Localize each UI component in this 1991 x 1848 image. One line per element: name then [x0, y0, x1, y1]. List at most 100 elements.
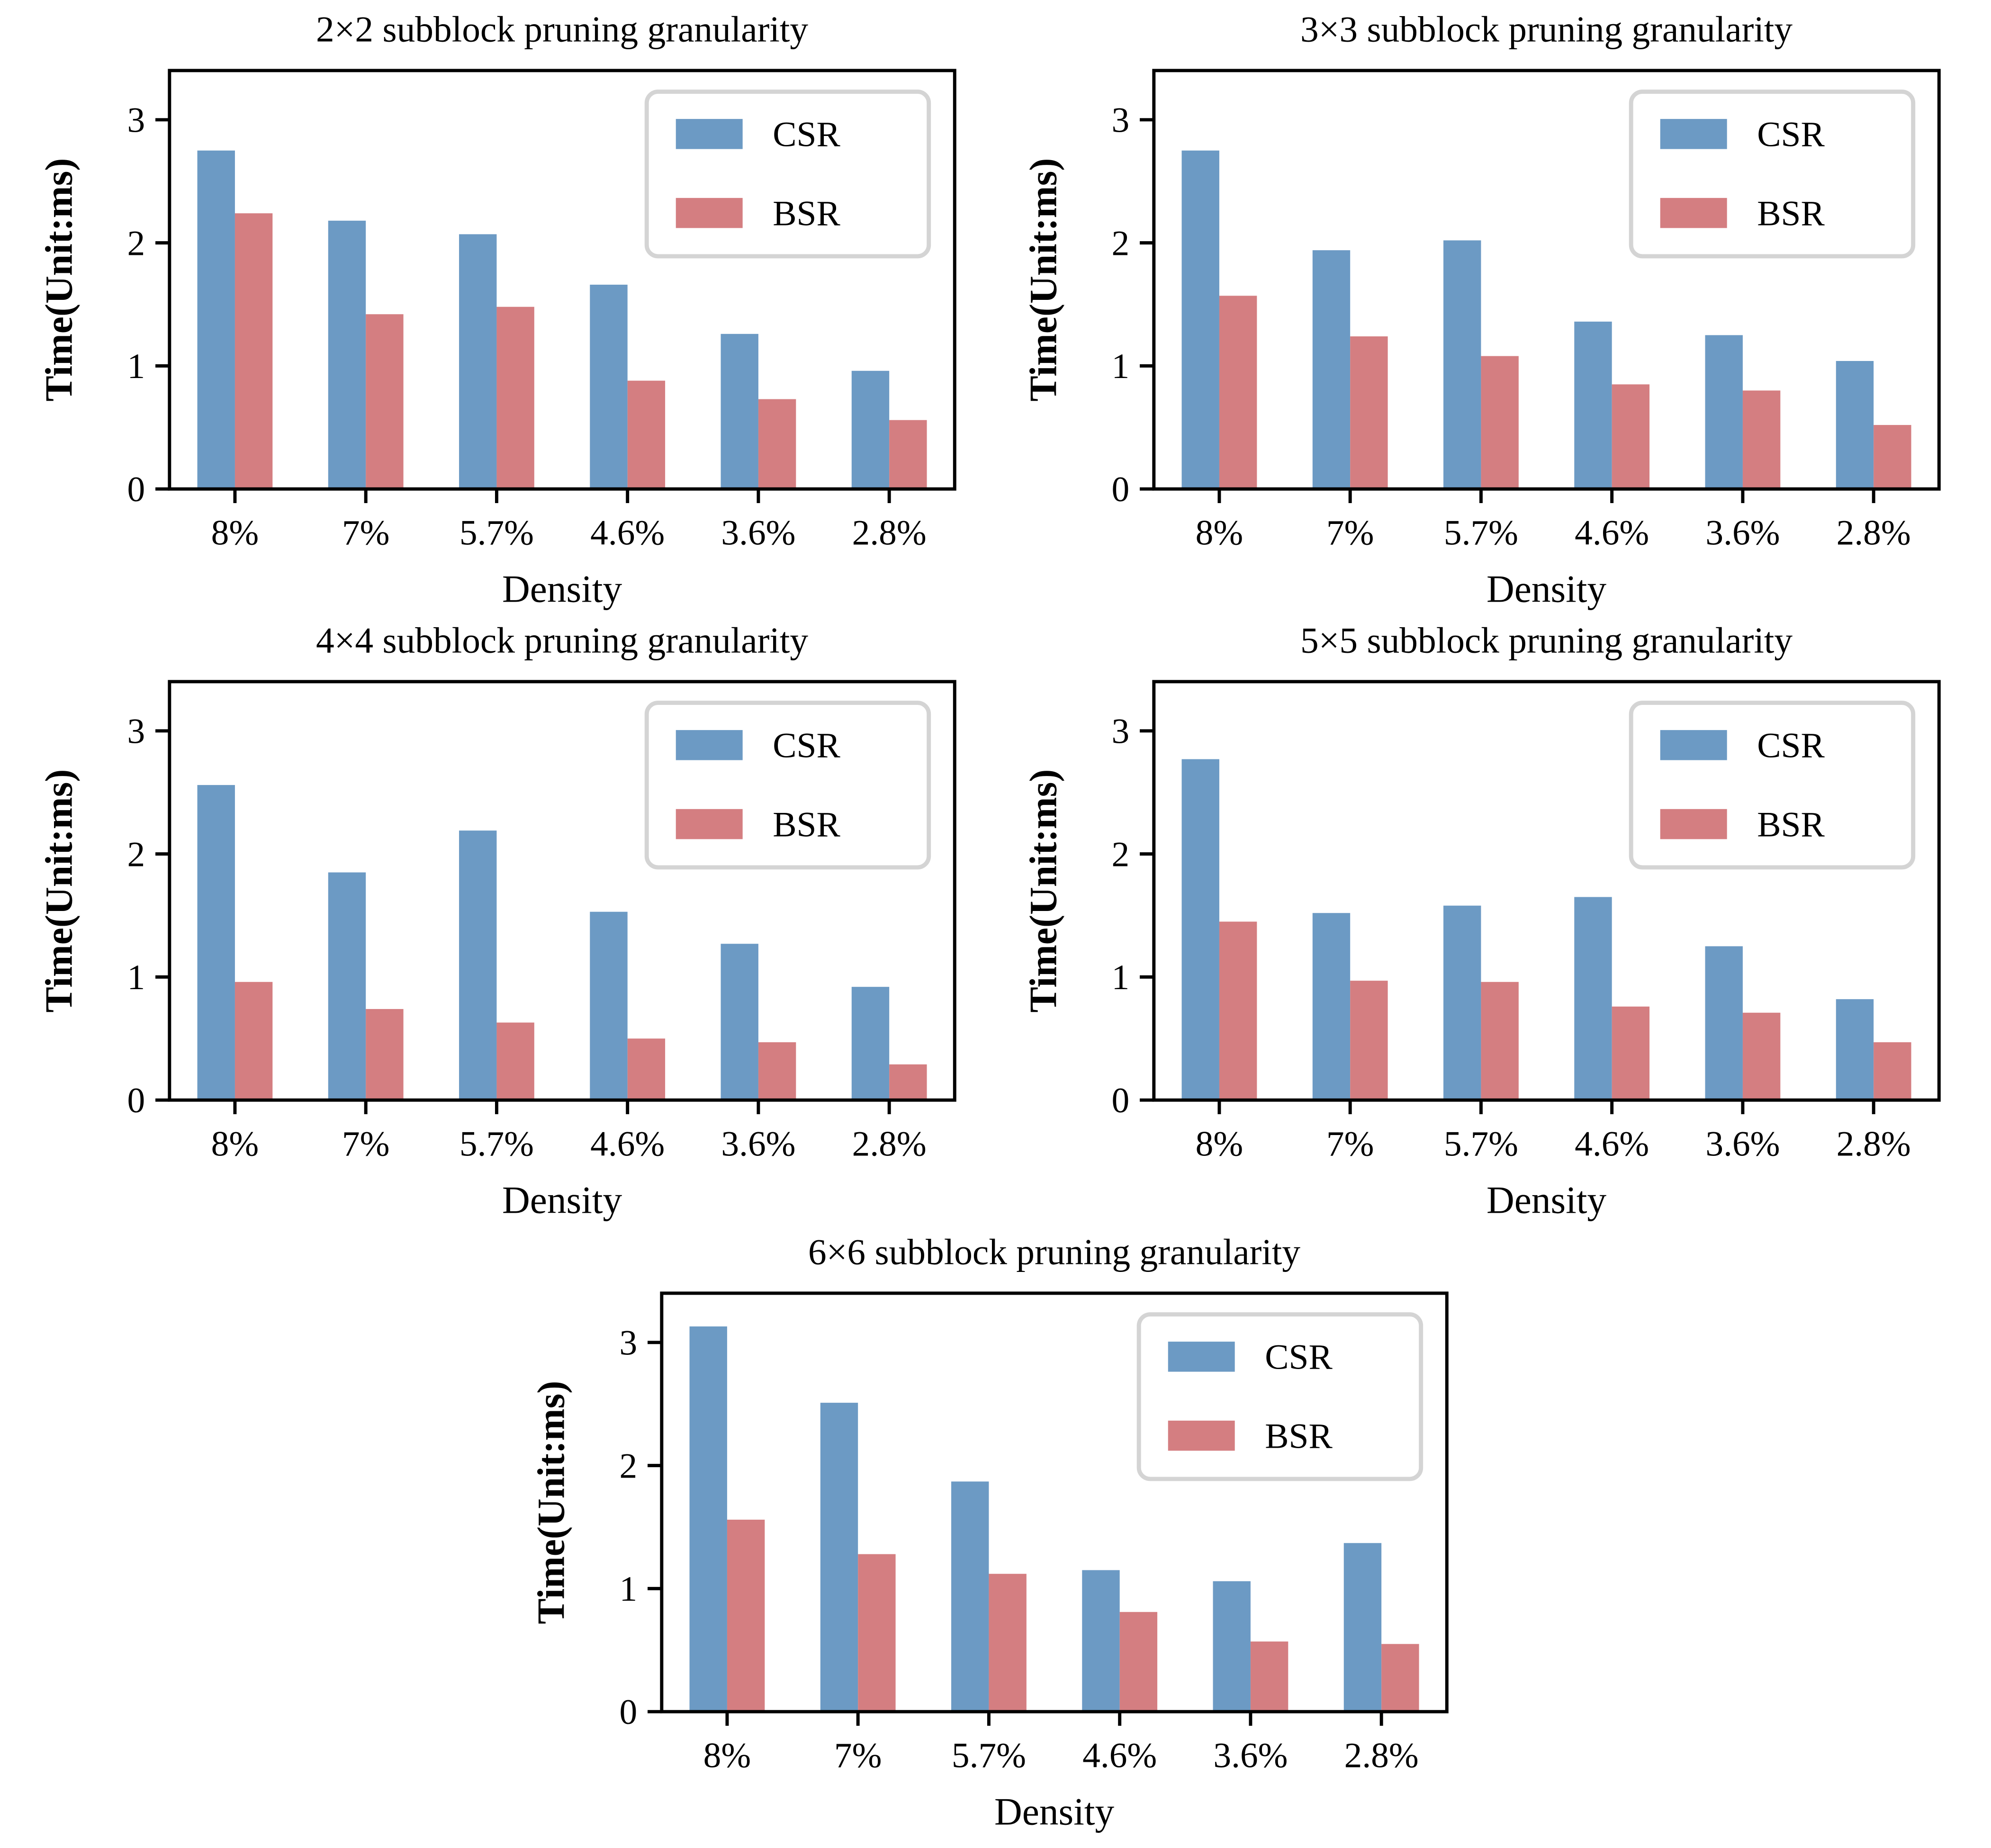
chart-5x5: 0 1 2 3 8% 7% 5.7% 4.6% 3.6% 2.8% 5×5 subblock pru…	[1018, 611, 1958, 1222]
x-tick-label: 3.6%	[1705, 1125, 1780, 1164]
x-tick-label: 5.7%	[1444, 513, 1518, 552]
bar-csr-4.6%	[590, 284, 628, 489]
bar-bsr-4.6%	[1119, 1612, 1158, 1712]
bar-csr-2.8%	[851, 987, 890, 1100]
y-tick-label: 1	[127, 347, 145, 386]
x-tick-label: 3.6%	[721, 513, 795, 552]
y-tick-label: 2	[1111, 224, 1129, 263]
bar-bsr-4.6%	[1612, 1007, 1650, 1100]
x-tick-label: 7%	[1326, 513, 1374, 552]
chart-4x4-svg: 0 1 2 3 8% 7% 5.7% 4.6% 3.6% 2.8% 4×4 subblock pru…	[37, 620, 956, 1222]
y-tick-label: 2	[1111, 835, 1129, 874]
bar-csr-5.7%	[951, 1481, 989, 1712]
x-axis-label: Density	[1486, 1179, 1606, 1222]
y-tick-label: 3	[1111, 101, 1129, 140]
x-axis-label: Density	[994, 1790, 1114, 1833]
y-tick-label: 2	[127, 224, 145, 263]
y-tick-label: 3	[127, 712, 145, 751]
chart-4x4: 0 1 2 3 8% 7% 5.7% 4.6% 3.6% 2.8% 4×4 subblock pru…	[33, 611, 973, 1222]
legend-label-bsr: BSR	[773, 194, 840, 233]
bar-csr-4.6%	[1574, 321, 1612, 489]
x-axis-label: Density	[502, 567, 622, 610]
bar-bsr-3.6%	[1742, 390, 1781, 489]
y-tick-label: 2	[127, 835, 145, 874]
x-tick-label: 8%	[211, 513, 259, 552]
x-tick-label: 3.6%	[721, 1125, 795, 1164]
x-tick-label: 2.8%	[1837, 513, 1911, 552]
bar-bsr-8%	[234, 213, 273, 489]
chart-2x2: 0 1 2 3 8% 7% 5.7% 4.6% 3.6% 2.8% 2×2 subblock pru…	[33, 0, 973, 611]
y-tick-label: 1	[1111, 958, 1129, 997]
axes-border	[660, 1291, 1449, 1713]
chart-3x3-svg: 0 1 2 3 8% 7% 5.7% 4.6% 3.6% 2.8% 3×3 subblock pru…	[1021, 9, 1941, 610]
bar-csr-8%	[197, 785, 235, 1100]
x-tick-label: 7%	[342, 513, 390, 552]
x-tick-label: 5.7%	[459, 1125, 534, 1164]
chart-title: 3×3 subblock pruning granularity	[1300, 9, 1793, 49]
x-tick-label: 5.7%	[1444, 1125, 1518, 1164]
legend-swatch-bsr	[1660, 809, 1727, 839]
bar-bsr-3.6%	[1250, 1641, 1288, 1712]
bar-csr-2.8%	[1836, 361, 1874, 489]
bar-csr-3.6%	[1705, 335, 1743, 489]
bar-csr-8%	[1181, 150, 1219, 489]
bar-bsr-5.7%	[496, 1022, 534, 1100]
y-axis-label: Time(Unit:ms)	[1021, 769, 1064, 1013]
bar-bsr-4.6%	[627, 1038, 666, 1100]
legend-label-bsr: BSR	[1757, 194, 1825, 233]
bar-csr-5.7%	[459, 234, 497, 489]
axes-border	[168, 680, 956, 1102]
x-tick-label: 4.6%	[1575, 513, 1649, 552]
legend-label-bsr: BSR	[773, 805, 840, 845]
chart-3x3: 0 1 2 3 8% 7% 5.7% 4.6% 3.6% 2.8% 3×3 subblock pru…	[1018, 0, 1958, 611]
bar-csr-4.6%	[1082, 1569, 1120, 1712]
bar-csr-8%	[689, 1326, 727, 1712]
bar-bsr-5.7%	[1481, 356, 1519, 489]
bar-csr-8%	[1181, 759, 1219, 1100]
bar-csr-5.7%	[1443, 240, 1481, 489]
chart-title: 5×5 subblock pruning granularity	[1300, 620, 1793, 661]
legend-label-csr: CSR	[1757, 115, 1825, 154]
x-tick-label: 7%	[342, 1125, 390, 1164]
legend-swatch-csr	[676, 119, 743, 149]
y-tick-label: 3	[127, 101, 145, 140]
x-tick-label: 8%	[703, 1736, 751, 1775]
y-tick-label: 0	[619, 1693, 637, 1732]
axes-border	[1152, 680, 1941, 1102]
legend-label-csr: CSR	[773, 726, 840, 766]
bar-csr-4.6%	[590, 911, 628, 1100]
bar-bsr-7%	[858, 1554, 896, 1712]
x-tick-label: 3.6%	[1705, 513, 1780, 552]
charts-row-3: 0 1 2 3 8% 7% 5.7% 4.6% 3.6% 2.8% 6×6 subblock pru…	[0, 1223, 1991, 1834]
bar-bsr-4.6%	[627, 380, 666, 489]
y-tick-label: 0	[127, 1081, 145, 1120]
x-tick-label: 2.8%	[1837, 1125, 1911, 1164]
x-tick-label: 4.6%	[590, 1125, 665, 1164]
bar-csr-7%	[1312, 250, 1351, 489]
y-axis-label: Time(Unit:ms)	[1021, 158, 1064, 402]
chart-title: 2×2 subblock pruning granularity	[316, 9, 808, 49]
bar-csr-7%	[328, 872, 366, 1100]
x-tick-label: 2.8%	[1344, 1736, 1419, 1775]
legend-swatch-bsr	[676, 809, 743, 839]
y-tick-label: 0	[1111, 470, 1129, 509]
x-tick-label: 2.8%	[852, 1125, 927, 1164]
x-tick-label: 8%	[1196, 1125, 1243, 1164]
legend-swatch-bsr	[1660, 198, 1727, 228]
bar-csr-3.6%	[721, 944, 758, 1100]
legend-swatch-csr	[1168, 1341, 1235, 1372]
x-tick-label: 3.6%	[1213, 1736, 1288, 1775]
bar-csr-3.6%	[1213, 1581, 1251, 1712]
bar-csr-3.6%	[1705, 946, 1743, 1100]
y-axis-label: Time(Unit:ms)	[529, 1380, 572, 1624]
x-tick-label: 8%	[211, 1125, 259, 1164]
chart-6x6: 0 1 2 3 8% 7% 5.7% 4.6% 3.6% 2.8% 6×6 subblock pru…	[525, 1223, 1466, 1834]
bar-csr-7%	[328, 220, 366, 489]
bar-bsr-2.8%	[889, 1064, 927, 1100]
axes-border	[1152, 69, 1941, 491]
y-tick-label: 2	[619, 1446, 637, 1486]
legend-label-bsr: BSR	[1265, 1416, 1333, 1456]
bar-bsr-7%	[366, 314, 404, 489]
bar-bsr-5.7%	[989, 1573, 1027, 1712]
